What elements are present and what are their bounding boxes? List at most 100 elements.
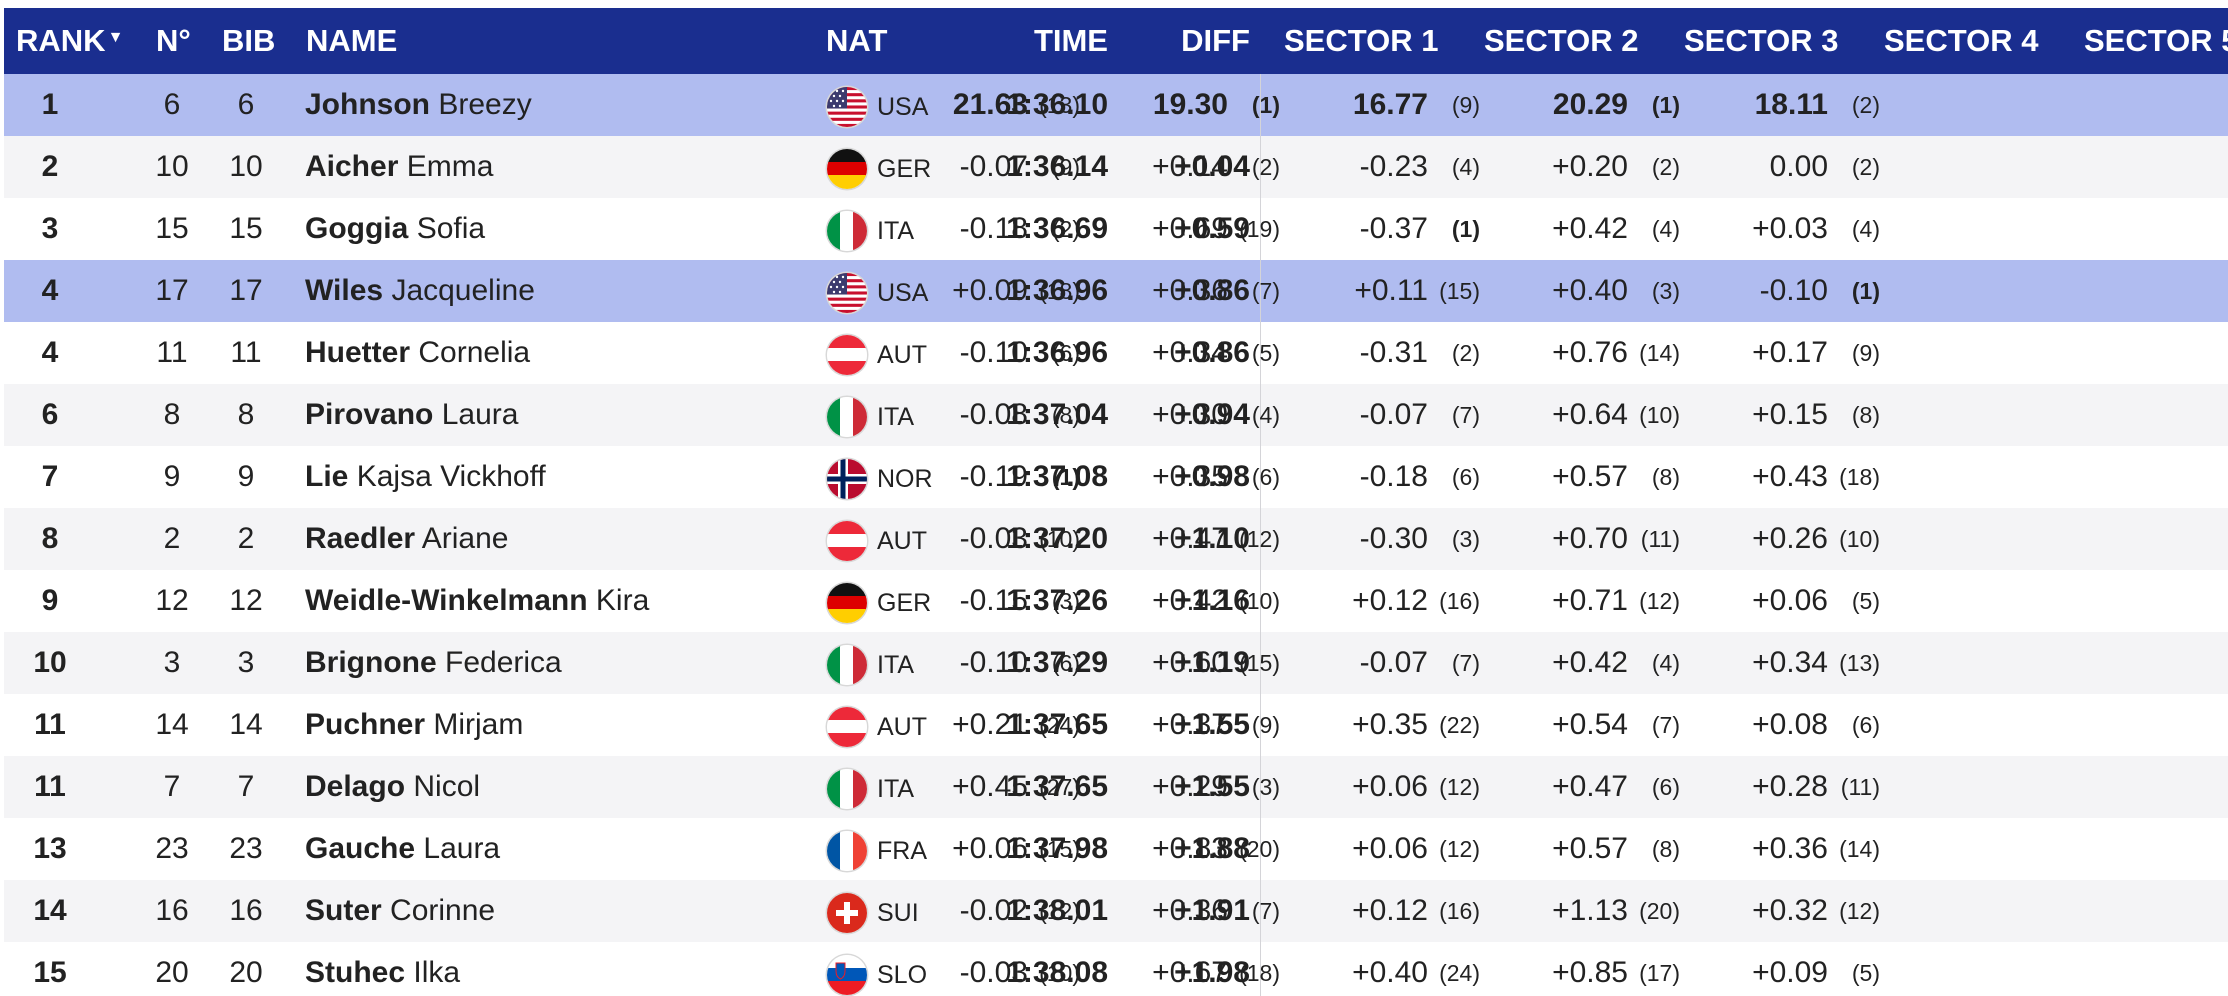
column-header-sector-4[interactable]: SECTOR 4 xyxy=(1884,23,2039,58)
sector-2-value: +0.60 xyxy=(1152,646,1228,679)
athlete-name[interactable]: Stuhec Ilka xyxy=(305,942,460,996)
table-row[interactable]: 11 7 7 Delago Nicol ITA 1:37.65 +1.55 +0.45 (27)… xyxy=(4,756,2228,818)
athlete-name[interactable]: Johnson Breezy xyxy=(305,74,532,136)
table-row[interactable]: 3 15 15 Goggia Sofia ITA 1:36.69 +0.59 -0.18 (2)… xyxy=(4,198,2228,260)
last-name: Weidle-Winkelmann xyxy=(305,584,588,617)
athlete-name[interactable]: Puchner Mirjam xyxy=(305,694,523,756)
table-row[interactable]: 11 14 14 Puchner Mirjam AUT 1:37.65 +1.55 +0.21… xyxy=(4,694,2228,756)
sector-4-value: +0.42 xyxy=(1552,212,1628,245)
sector-3-value: -0.37 xyxy=(1359,212,1428,245)
table-row[interactable]: 15 20 20 Stuhec Ilka SLO 1:38.08 +1.98 -0.03 (10… xyxy=(4,942,2228,996)
bib-cell: 10 xyxy=(229,150,263,183)
sector-1-rank: (1) xyxy=(1051,464,1080,490)
athlete-name[interactable]: Goggia Sofia xyxy=(305,198,485,260)
sort-down-arrow-icon[interactable]: ▼ xyxy=(107,29,124,46)
athlete-name[interactable]: Wiles Jacqueline xyxy=(305,260,535,322)
column-header-time[interactable]: TIME xyxy=(1033,23,1108,58)
time-cell: 1:37.65 xyxy=(1006,770,1108,803)
sector-4-value: +0.70 xyxy=(1552,522,1628,555)
athlete-name[interactable]: Huetter Cornelia xyxy=(305,322,530,384)
athlete-name[interactable]: Suter Corinne xyxy=(305,880,495,942)
last-name: Aicher xyxy=(305,150,399,183)
athlete-name[interactable]: Weidle-Winkelmann Kira xyxy=(305,570,649,632)
last-name: Puchner xyxy=(305,708,426,741)
sector-3-value: +0.12 xyxy=(1352,894,1428,927)
table-row[interactable]: 10 3 3 Brignone Federica ITA 1:37.29 +1.19 -0.1… xyxy=(4,632,2228,694)
table-row[interactable]: 14 16 16 Suter Corinne SUI 1:38.01 +1.91 -0.02 (… xyxy=(4,880,2228,942)
bib-cell: 17 xyxy=(229,274,263,307)
sector-4-rank: (3) xyxy=(1651,278,1680,304)
athlete-name[interactable]: Brignone Federica xyxy=(305,632,562,694)
sector-2-rank: (1) xyxy=(1251,92,1280,118)
athlete-name[interactable]: Lie Kajsa Vickhoff xyxy=(305,446,546,508)
sector-4-value: +0.40 xyxy=(1552,274,1628,307)
number-cell: 6 xyxy=(163,88,181,121)
flag-aut-icon xyxy=(827,335,867,375)
column-header-name[interactable]: NAME xyxy=(306,23,398,58)
column-header-no[interactable]: N° xyxy=(156,23,191,58)
bib-cell: 14 xyxy=(229,708,263,741)
rank-cell: 11 xyxy=(34,770,66,803)
number-cell: 11 xyxy=(156,336,188,369)
column-header-sector-5[interactable]: SECTOR 5 xyxy=(2084,23,2228,58)
last-name: Raedler xyxy=(305,522,416,555)
nation-code: SUI xyxy=(877,899,919,927)
sector-5-value: 0.00 xyxy=(1769,150,1828,183)
table-row[interactable]: 9 12 12 Weidle-Winkelmann Kira GER 1:37.26 +1.… xyxy=(4,570,2228,632)
bib-cell: 12 xyxy=(229,584,263,617)
sector-2-value: +0.29 xyxy=(1152,770,1228,803)
number-cell: 3 xyxy=(163,646,181,679)
sector-2-value: +0.30 xyxy=(1152,398,1228,431)
column-header-nat[interactable]: NAT xyxy=(826,23,888,58)
table-row[interactable]: 1 6 6 Johnson Breezy USA 1:36.10 21.63 (13) 19.3… xyxy=(4,74,2228,136)
sector-2-value: +0.36 xyxy=(1152,894,1228,927)
athlete-name[interactable]: Gauche Laura xyxy=(305,818,500,880)
sector-1-rank: (8) xyxy=(1051,402,1080,428)
sector-3-rank: (12) xyxy=(1439,774,1480,800)
table-row[interactable]: 4 11 11 Huetter Cornelia AUT 1:36.96 +0.86 -0.1… xyxy=(4,322,2228,384)
sector-3-value: +0.06 xyxy=(1352,832,1428,865)
sector-5-rank: (12) xyxy=(1839,898,1880,924)
table-row[interactable]: 2 10 10 Aicher Emma GER 1:36.14 +0.04 -0.07 (9) +… xyxy=(4,136,2228,198)
sector-2-value: +0.37 xyxy=(1152,708,1228,741)
athlete-name[interactable]: Pirovano Laura xyxy=(305,384,518,446)
table-row[interactable]: 7 9 9 Lie Kajsa Vickhoff NOR 1:37.08 +0.98 -0.1… xyxy=(4,446,2228,508)
athlete-name[interactable]: Aicher Emma xyxy=(305,136,493,198)
column-header-sector-2[interactable]: SECTOR 2 xyxy=(1484,23,1639,58)
sector-4-value: +0.47 xyxy=(1552,770,1628,803)
first-name: Federica xyxy=(445,646,562,679)
sector-1-value: -0.02 xyxy=(959,894,1028,927)
sector-5-value: +0.17 xyxy=(1752,336,1828,369)
sector-2-rank: (10) xyxy=(1239,588,1280,614)
number-cell: 16 xyxy=(155,894,189,927)
column-header-sector-3[interactable]: SECTOR 3 xyxy=(1684,23,1839,58)
sector-5-value: +0.32 xyxy=(1752,894,1828,927)
column-header-sector-1[interactable]: SECTOR 1 xyxy=(1284,23,1439,58)
table-row[interactable]: 4 17 17 Wiles Jacqueline USA 1:36.96 +0.86 +0.0… xyxy=(4,260,2228,322)
nation-code: AUT xyxy=(877,527,927,555)
athlete-name[interactable]: Delago Nicol xyxy=(305,756,480,818)
column-divider xyxy=(1260,942,1261,996)
rank-cell: 10 xyxy=(33,646,67,679)
bib-cell: 11 xyxy=(230,336,262,369)
column-header-rank[interactable]: RANK ▼ xyxy=(16,23,124,58)
column-header-bib[interactable]: BIB xyxy=(222,23,276,58)
sector-1-rank: (9) xyxy=(1051,154,1080,180)
sector-2-value: +0.14 xyxy=(1152,150,1228,183)
time-cell: 1:38.08 xyxy=(1006,956,1108,989)
first-name: Jacqueline xyxy=(391,274,535,307)
sector-5-value: +0.15 xyxy=(1752,398,1828,431)
sector-2-value: 19.30 xyxy=(1152,88,1228,121)
table-row[interactable]: 6 8 8 Pirovano Laura ITA 1:37.04 +0.94 -0.08 (8)… xyxy=(4,384,2228,446)
column-header-diff[interactable]: DIFF xyxy=(1181,23,1250,58)
flag-ita-icon xyxy=(827,645,867,685)
diff-cell: +1.55 xyxy=(1174,708,1250,741)
flag-ita-icon xyxy=(827,211,867,251)
number-cell: 20 xyxy=(155,956,189,989)
sector-2-rank: (20) xyxy=(1239,836,1280,862)
table-row[interactable]: 13 23 23 Gauche Laura FRA 1:37.98 +1.88 +0.06 (1… xyxy=(4,818,2228,880)
column-divider xyxy=(1260,74,1261,136)
table-row[interactable]: 8 2 2 Raedler Ariane AUT 1:37.20 +1.10 -0.03 (10… xyxy=(4,508,2228,570)
athlete-name[interactable]: Raedler Ariane xyxy=(305,508,508,570)
